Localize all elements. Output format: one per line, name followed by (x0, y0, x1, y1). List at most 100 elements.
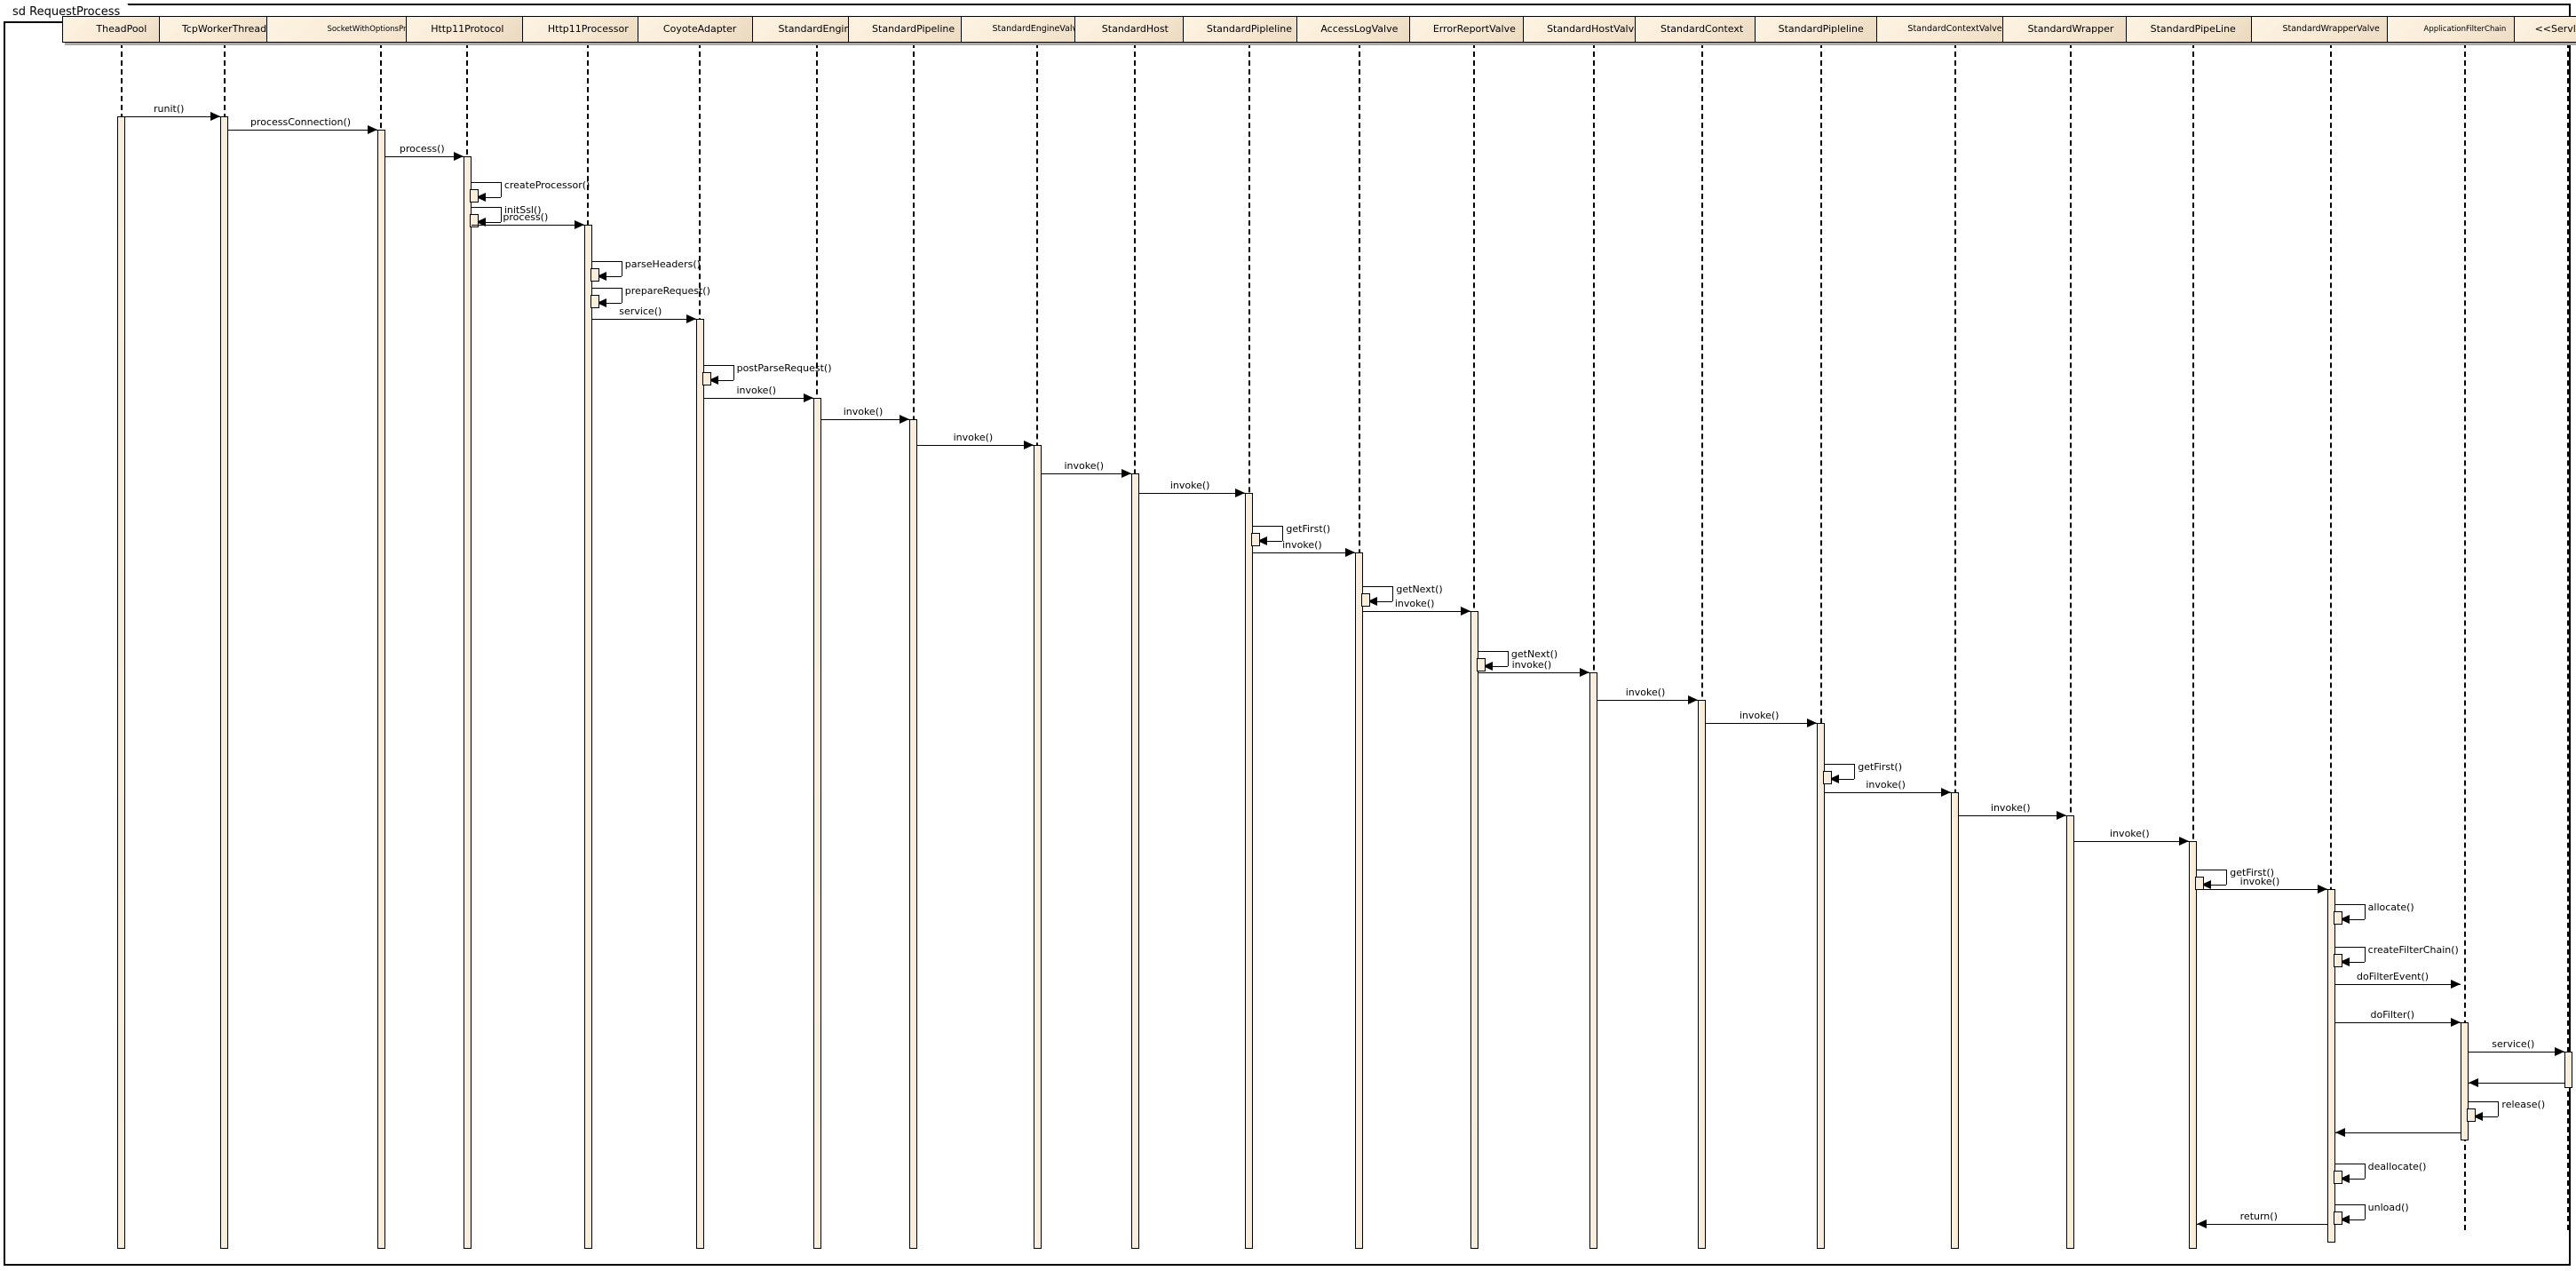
activation-standardhost (1130, 473, 1139, 1249)
self-call-top-29 (2334, 903, 2365, 905)
self-call-right-15 (1282, 526, 1284, 541)
message-label-26: invoke() (2110, 828, 2150, 840)
message-label-5: process() (503, 211, 549, 224)
message-label-30: createFilterChain() (2367, 943, 2459, 956)
message-line-22 (1706, 723, 1818, 724)
self-call-right-38 (2364, 1204, 2366, 1220)
lifeline-head-standardhost[interactable]: StandardHost (1074, 16, 1196, 43)
lifeline-label-standardcontext: StandardContext (1661, 23, 1744, 36)
self-activation-19 (1476, 657, 1486, 671)
lifeline-head-standardwrapper[interactable]: StandardWrapper (2002, 16, 2139, 43)
lifeline-servlet (2567, 43, 2570, 1230)
self-call-top-6 (591, 261, 622, 263)
lifeline-standardhostvalve (1592, 43, 1595, 1230)
lifeline-label-accesslogvalve: AccessLogValve (1320, 23, 1399, 36)
message-arrow-33 (2554, 1047, 2564, 1056)
message-label-18: invoke() (1394, 598, 1435, 610)
message-arrow-8 (686, 314, 696, 323)
message-arrow-36 (2334, 1127, 2345, 1137)
message-line-8 (591, 318, 696, 320)
self-call-arrow-37 (2339, 1173, 2350, 1183)
message-line-26 (2074, 841, 2190, 843)
self-call-arrow-23 (1829, 775, 1840, 784)
message-arrow-12 (1023, 441, 1034, 450)
lifeline-head-standardpipleline3[interactable]: StandardPipleline (1754, 16, 1888, 43)
message-line-18 (1363, 611, 1470, 613)
message-label-6: parseHeaders() (624, 258, 701, 271)
message-label-39: return() (2239, 1211, 2278, 1223)
message-line-16 (1253, 552, 1356, 553)
activation-servlet (2564, 1052, 2572, 1088)
lifeline-label-coyoteadapter: CoyoteAdapter (662, 23, 737, 36)
self-call-arrow-9 (708, 375, 718, 385)
message-arrow-26 (2179, 837, 2190, 846)
self-activation-4 (469, 214, 479, 228)
self-call-right-29 (2364, 903, 2366, 919)
message-line-24 (1825, 791, 1951, 793)
self-call-bottom-4 (480, 222, 501, 224)
self-call-top-23 (1825, 764, 1855, 766)
lifeline-label-standardengine: StandardEngine (778, 23, 857, 36)
message-arrow-21 (1688, 695, 1699, 705)
lifeline-head-errorreportvalve[interactable]: ErrorReportValve (1409, 16, 1540, 43)
message-arrow-18 (1460, 607, 1470, 616)
self-call-arrow-15 (1257, 536, 1268, 545)
message-label-35: release() (2501, 1098, 2546, 1110)
message-arrow-2 (453, 151, 464, 161)
lifeline-label-standardhostvalve: StandardHostValve (1547, 23, 1640, 36)
lifeline-head-standardpipeline1[interactable]: StandardPipeline (847, 16, 979, 43)
lifeline-head-coyoteadapter[interactable]: CoyoteAdapter (637, 16, 763, 43)
self-call-right-19 (1507, 650, 1509, 666)
lifeline-head-standardcontext[interactable]: StandardContext (1634, 16, 1770, 43)
activation-tcpworkerthread (220, 116, 229, 1249)
activation-errorreportvalve (1470, 611, 1478, 1249)
message-arrow-14 (1235, 489, 1246, 497)
message-line-5 (471, 225, 584, 226)
lifeline-head-standardpipleline2[interactable]: StandardPipleline (1183, 16, 1316, 43)
message-arrow-25 (2057, 810, 2067, 820)
message-arrow-22 (1807, 719, 1818, 727)
lifeline-head-servlet[interactable]: <<Servlet>> (2513, 16, 2576, 43)
self-call-bottom-7 (601, 302, 622, 304)
lifeline-head-standardpipeline4[interactable]: StandardPipeLine (2125, 16, 2261, 43)
message-label-32: doFilter() (2370, 1008, 2415, 1021)
self-call-bottom-38 (2344, 1219, 2365, 1221)
lifeline-head-http11processor[interactable]: Http11Processor (522, 16, 654, 43)
self-call-top-38 (2334, 1204, 2365, 1206)
self-call-right-23 (1854, 764, 1856, 780)
message-label-16: invoke() (1282, 538, 1322, 551)
message-label-1: processConnection() (250, 116, 352, 129)
self-call-right-3 (500, 182, 502, 198)
activation-applicationfilterchain (2461, 1021, 2469, 1140)
self-call-top-35 (2469, 1100, 2499, 1102)
message-label-21: invoke() (1625, 687, 1666, 699)
self-activation-23 (1823, 771, 1833, 785)
self-call-arrow-35 (2473, 1111, 2484, 1121)
self-call-bottom-15 (1263, 541, 1283, 542)
self-call-top-30 (2334, 946, 2365, 948)
message-line-14 (1138, 493, 1246, 494)
message-label-19: getNext() (1510, 647, 1558, 660)
lifeline-label-http11processor: Http11Processor (547, 23, 629, 36)
message-arrow-16 (1345, 547, 1356, 557)
self-activation-27 (2195, 876, 2205, 890)
message-line-28 (2197, 888, 2327, 890)
lifeline-head-standardwrappervalve[interactable]: StandardWrapperValve (2250, 16, 2412, 43)
message-line-36 (2334, 1132, 2461, 1133)
self-call-right-27 (2226, 869, 2228, 885)
activation-standardpipleline3 (1817, 723, 1826, 1249)
lifeline-head-http11protocol[interactable]: Http11Protocol (405, 16, 529, 43)
message-arrow-5 (574, 220, 584, 230)
message-label-12: invoke() (953, 432, 994, 444)
lifeline-head-accesslogvalve[interactable]: AccessLogValve (1296, 16, 1423, 43)
activation-threadpool (117, 116, 126, 1249)
message-label-25: invoke() (1990, 801, 2031, 814)
message-arrow-32 (2451, 1017, 2461, 1027)
message-label-20: invoke() (1511, 658, 1552, 671)
message-label-14: invoke() (1169, 480, 1210, 491)
activation-standardpipleline2 (1245, 493, 1254, 1249)
self-call-arrow-17 (1367, 597, 1378, 607)
message-arrow-13 (1121, 468, 1131, 478)
self-call-bottom-27 (2207, 884, 2227, 886)
